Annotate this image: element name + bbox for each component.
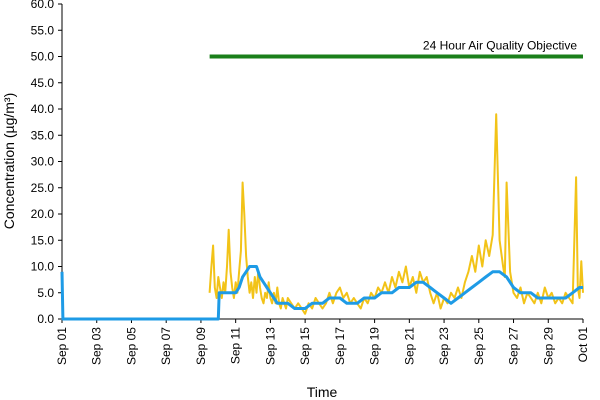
y-tick-label: 35.0 (31, 128, 55, 142)
y-tick-label: 60.0 (31, 0, 55, 11)
objective-label: 24 Hour Air Quality Objective (423, 39, 577, 53)
y-tick-label: 30.0 (31, 155, 55, 169)
x-tick-label: Sep 11 (229, 327, 243, 364)
x-axis-title: Time (307, 384, 338, 400)
y-tick-label: 15.0 (31, 233, 55, 247)
x-tick-label: Sep 05 (124, 327, 138, 365)
x-tick-label: Sep 13 (263, 327, 277, 365)
y-tick-label: 40.0 (31, 102, 55, 116)
x-tick-label: Sep 29 (541, 327, 555, 365)
y-tick-label: 55.0 (31, 23, 55, 37)
y-tick-label: 5.0 (37, 286, 54, 300)
x-tick-label: Sep 07 (159, 327, 173, 365)
y-tick-label: 50.0 (31, 50, 55, 64)
plot-area: 0.0 5.0 10.0 15.0 20.0 25.0 30.0 35.0 40.0 45.0 50… (31, 0, 590, 365)
x-tick-label: Sep 23 (437, 327, 451, 365)
x-tick-label: Sep 19 (368, 327, 382, 365)
y-tick-label: 0.0 (37, 312, 54, 326)
x-tick-label: Sep 27 (507, 327, 521, 365)
y-tick-label: 45.0 (31, 76, 55, 90)
x-axis-ticks: Sep 01 Sep 03 Sep 05 Sep 07 Sep 09 Sep 11 Sep … (55, 319, 590, 365)
y-tick-label: 10.0 (31, 260, 55, 274)
series-group (60, 113, 584, 321)
y-axis-ticks: 0.0 5.0 10.0 15.0 20.0 25.0 30.0 35.0 40.0 45.0 50… (31, 0, 62, 326)
objective-line-group: 24 Hour Air Quality Objective (209, 39, 583, 59)
x-tick-label: Oct 01 (576, 327, 590, 363)
x-tick-label: Sep 03 (90, 327, 104, 365)
x-tick-label: Sep 01 (55, 327, 69, 365)
x-tick-label: Sep 25 (472, 327, 486, 365)
series-line-hourly (208, 113, 584, 315)
x-tick-label: Sep 15 (298, 327, 312, 365)
y-axis-title: Concentration (µg/m³) (1, 93, 17, 229)
y-tick-label: 25.0 (31, 181, 55, 195)
x-tick-label: Sep 21 (402, 327, 416, 365)
y-tick-label: 20.0 (31, 207, 55, 221)
x-tick-label: Sep 17 (333, 327, 347, 365)
x-tick-label: Sep 09 (194, 327, 208, 365)
series-line-daily-mean (60, 265, 583, 321)
